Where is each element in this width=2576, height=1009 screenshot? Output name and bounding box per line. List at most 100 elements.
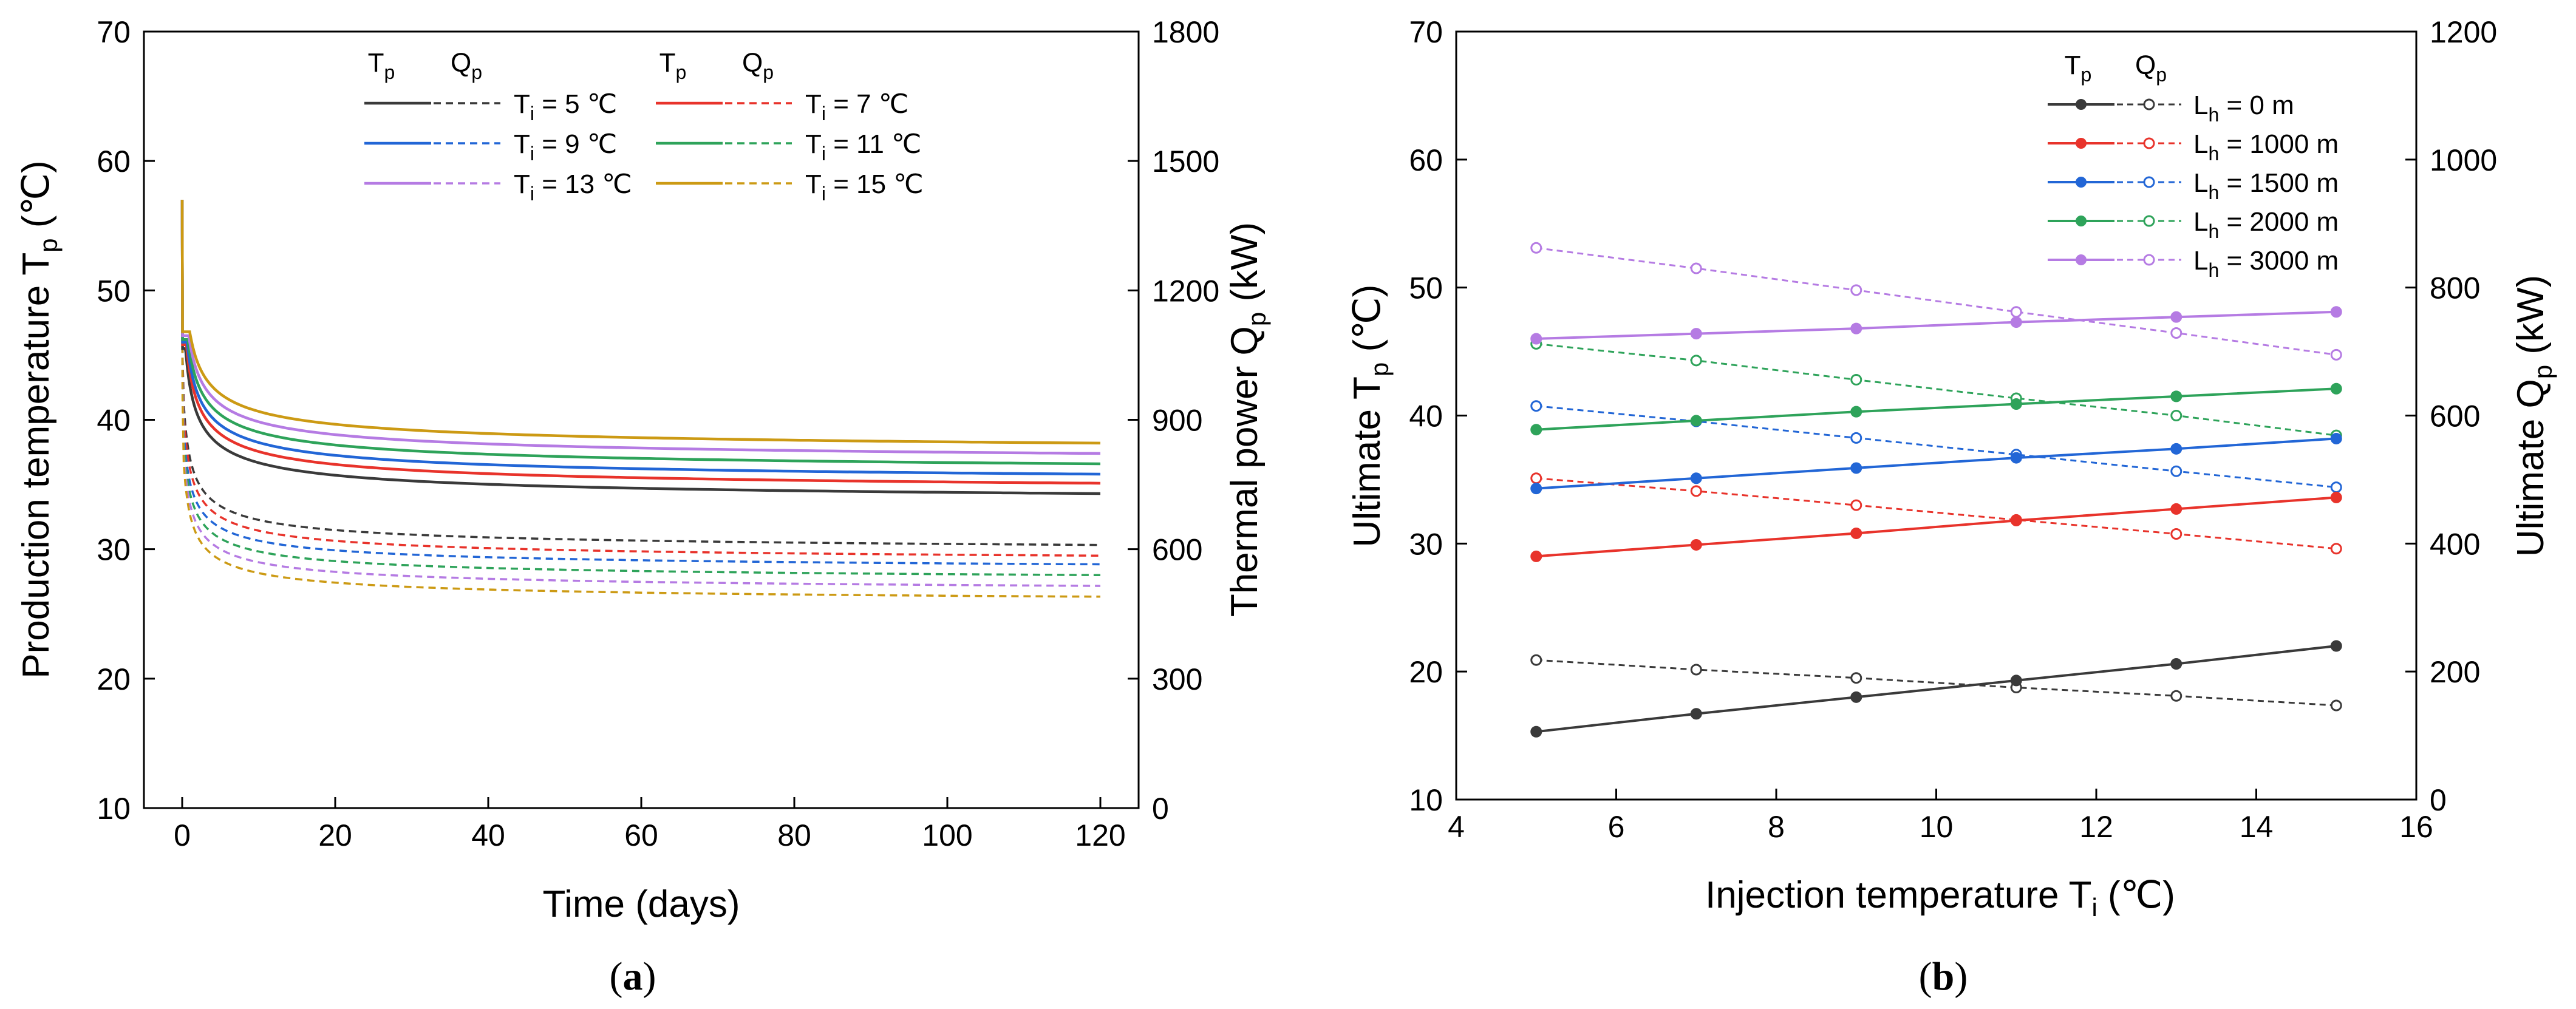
chart-b-right-y-tick-label: 600	[2430, 399, 2480, 433]
chart-b-x-tick-label: 16	[2399, 810, 2433, 844]
chart-b-right-y-tick-label: 200	[2430, 655, 2480, 689]
chart-b-x-tick-label: 6	[1608, 810, 1625, 844]
chart-a-right-y-tick-label: 600	[1152, 533, 1202, 567]
chart-a-y-axis-label: Production temperature Tp (℃)	[15, 160, 63, 678]
chart-b-qp-point	[1690, 355, 1702, 367]
chart-b-tp-point	[1850, 691, 1862, 703]
chart-b-tp-point	[1850, 527, 1862, 539]
chart-a-y-tick-label: 20	[97, 662, 131, 696]
chart-a-x-tick-label: 120	[1075, 818, 1125, 852]
chart-b-legend-header-tp: Tp	[2065, 50, 2092, 86]
chart-b-qp-point	[2170, 327, 2182, 339]
chart-a-legend-label: Ti = 15 ℃	[805, 169, 924, 205]
chart-b-right-y-tick-label: 400	[2430, 527, 2480, 561]
chart-b-y-tick-label: 60	[1409, 143, 1443, 177]
chart-b-qp-point	[1850, 373, 1862, 386]
chart-a-right-y-tick-label: 0	[1152, 792, 1169, 826]
chart-b-right-y-axis-label: Ultimate Qp (kW)	[2510, 275, 2557, 557]
chart-b-legend-marker-filled	[2076, 99, 2087, 110]
chart-a-right-y-tick-label: 300	[1152, 662, 1202, 696]
chart-a-qp-line	[181, 200, 1101, 587]
chart-b-qp-point	[2330, 543, 2342, 555]
chart-b-right-y-tick-label: 1200	[2430, 15, 2497, 49]
chart-b-legend-marker-filled	[2076, 177, 2087, 188]
chart-b-legend-marker-open	[2143, 137, 2155, 149]
chart-b-qp-point	[2010, 306, 2022, 318]
chart-b-tp-point	[2330, 432, 2342, 444]
chart-b-x-tick-label: 14	[2240, 810, 2274, 844]
chart-b-qp-point	[2170, 410, 2182, 421]
chart-a-y-tick-label: 40	[97, 404, 131, 438]
chart-a-legend-label: Ti = 9 ℃	[514, 129, 617, 165]
chart-b-legend-label: Lh = 0 m	[2193, 90, 2294, 126]
chart-b-y-tick-label: 50	[1409, 271, 1443, 305]
chart-b-tp-point	[2170, 390, 2182, 403]
chart-a-right-y-tick-label: 1800	[1152, 15, 1219, 49]
chart-b-tp-point	[2010, 674, 2022, 687]
chart-b-legend-marker-filled	[2076, 138, 2087, 149]
chart-a-tp-line	[180, 200, 1101, 466]
chart-a-x-tick-label: 20	[318, 818, 352, 852]
chart-b-qp-point	[1690, 485, 1702, 497]
chart-b-tp-point	[2010, 316, 2022, 328]
chart-a-tp-line	[180, 200, 1101, 455]
chart-a-y-tick-label: 30	[97, 533, 131, 567]
chart-a-y-tick-label: 70	[97, 15, 131, 49]
chart-b-qp-line	[1536, 246, 2337, 356]
chart-b-qp-point	[1530, 242, 1542, 254]
chart-b-tp-point	[2010, 452, 2022, 464]
chart-a-legend-label: Ti = 7 ℃	[805, 89, 908, 124]
chart-b-qp-point	[2170, 465, 2182, 477]
chart-b-tp-point	[1850, 406, 1862, 418]
chart-b-qp-point	[2330, 699, 2342, 712]
chart-b-qp-point	[1690, 262, 1702, 274]
chart-b-tp-point	[1690, 328, 1702, 340]
chart-b-tp-point	[2170, 311, 2182, 323]
chart-b-qp-point	[1850, 672, 1862, 684]
chart-a-right-y-axis-label: Thermal power Qp (kW)	[1224, 222, 1271, 617]
chart-b-tp-point	[2330, 491, 2342, 503]
chart-a-legend-header-qp: Qp	[742, 48, 774, 83]
chart-b-qp-point	[1850, 499, 1862, 511]
chart-a-legend-label: Ti = 13 ℃	[514, 169, 632, 205]
chart-b-tp-point	[1530, 424, 1542, 436]
chart-b-qp-point	[2170, 690, 2182, 702]
chart-b-tp-point	[2170, 658, 2182, 670]
chart-b-tp-line	[1536, 310, 2337, 340]
chart-b-tp-point	[2330, 382, 2342, 395]
chart-b-qp-point	[1850, 432, 1862, 444]
chart-b-y-tick-label: 10	[1409, 783, 1443, 817]
chart-a-y-tick-label: 50	[97, 274, 131, 308]
chart-a-tp-line	[180, 200, 1101, 476]
chart-b-legend-marker-open	[2143, 254, 2155, 266]
chart-b-tp-line	[1536, 437, 2337, 490]
chart-a-x-tick-label: 100	[922, 818, 972, 852]
chart-b-tp-point	[2170, 503, 2182, 515]
chart-b: 4 6 8 10 12 14 16 10 20 30 40 50 60 70 0 200 400 600 800…	[1346, 15, 2557, 999]
chart-b-x-tick-label: 12	[2079, 810, 2113, 844]
chart-b-legend-marker-filled	[2076, 216, 2087, 226]
chart-b-tp-point	[1690, 708, 1702, 720]
chart-a-legend-label: Ti = 5 ℃	[514, 89, 617, 124]
chart-b-legend-marker-open	[2143, 176, 2155, 188]
chart-b-y-tick-label: 40	[1409, 399, 1443, 433]
chart-a-tp-line	[180, 200, 1101, 445]
chart-a: 0 20 40 60 80 100 120 10 20 30 40 50 60 70 0 300 600 90…	[15, 15, 1271, 999]
chart-b-x-tick-label: 10	[1920, 810, 1954, 844]
chart-b-tp-point	[1690, 415, 1702, 427]
chart-a-right-y-tick-label: 900	[1152, 404, 1202, 438]
chart-b-tp-line	[1536, 496, 2337, 558]
chart-b-legend-label: Lh = 3000 m	[2193, 246, 2339, 281]
chart-a-legend-header-qp: Qp	[451, 48, 482, 83]
chart-b-tp-point	[1850, 462, 1862, 474]
chart-a-tp-line	[180, 200, 1101, 485]
chart-b-legend-header-qp: Qp	[2135, 50, 2167, 86]
chart-b-qp-point	[2170, 528, 2182, 540]
chart-a-y-tick-label: 60	[97, 144, 131, 178]
chart-b-tp-point	[1530, 483, 1542, 495]
chart-b-y-axis-label: Ultimate Tp (℃)	[1346, 285, 1394, 548]
chart-b-tp-point	[1850, 322, 1862, 335]
chart-a-x-tick-label: 60	[624, 818, 658, 852]
chart-b-y-tick-label: 70	[1409, 15, 1443, 49]
